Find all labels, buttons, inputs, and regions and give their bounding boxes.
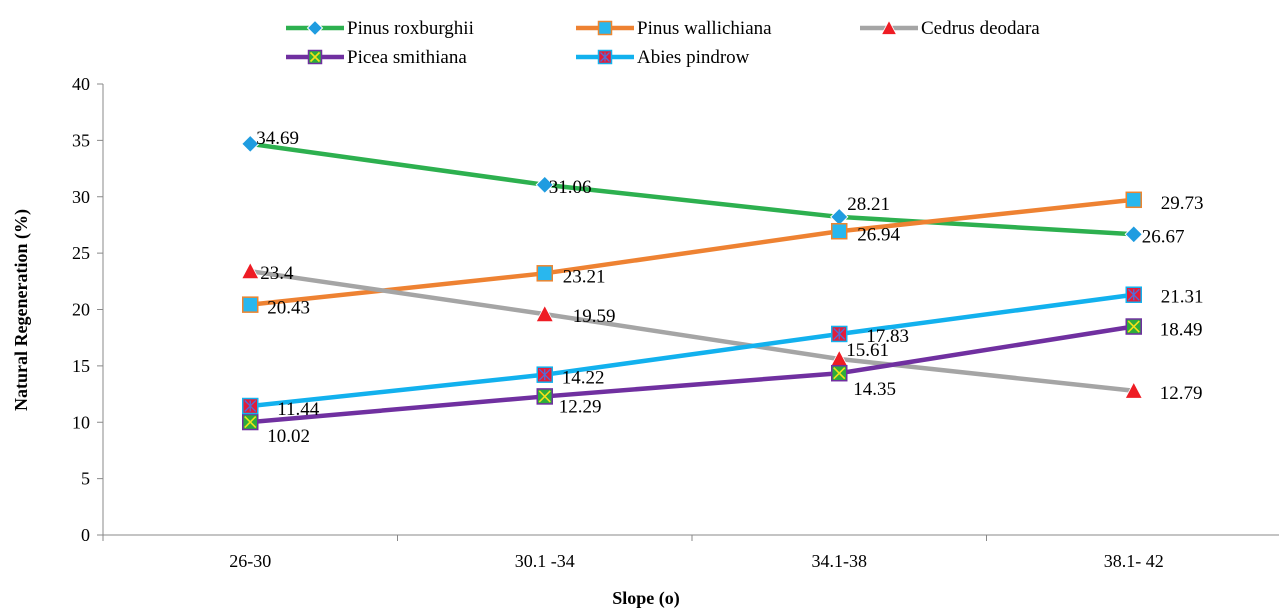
data-label-pinus-roxburghii: 31.06	[549, 177, 592, 198]
legend-item-pinus-wallichiana: Pinus wallichiana	[576, 18, 772, 39]
y-tick-label: 15	[72, 356, 90, 376]
series-line-pinus-wallichiana	[250, 197, 1134, 307]
marker-pinus-roxburghii	[535, 175, 554, 195]
data-label-abies-pindrow: 11.44	[277, 399, 320, 420]
data-labels: 34.69 31.06 28.21 26.67 20.43 23.21 26.94 29.73…	[256, 128, 1203, 447]
marker-abies-pindrow	[831, 325, 848, 343]
marker-cedrus-deodara	[1124, 381, 1143, 399]
data-label-cedrus-deodara: 19.59	[573, 306, 616, 327]
data-label-abies-pindrow: 14.22	[562, 368, 605, 389]
data-label-picea-smithiana: 14.35	[853, 379, 896, 400]
marker-pinus-wallichiana	[242, 296, 259, 313]
marker-picea-smithiana	[536, 388, 553, 405]
y-tick-label: 35	[72, 130, 90, 150]
x-tick-label: 26-30	[229, 551, 271, 571]
marker-cedrus-deodara	[241, 261, 260, 280]
y-tick-label: 5	[81, 469, 90, 489]
legend-marker	[307, 49, 323, 65]
legend-marker	[306, 19, 324, 37]
legend-label: Pinus roxburghii	[347, 18, 474, 39]
y-tick-label: 25	[72, 243, 90, 263]
marker-pinus-wallichiana	[831, 223, 848, 240]
marker-picea-smithiana	[1125, 318, 1142, 335]
series-line-pinus-roxburghii	[249, 141, 1134, 237]
x-tick-label: 34.1-38	[812, 551, 868, 571]
legend-marker	[597, 49, 613, 65]
marker-abies-pindrow	[242, 397, 259, 415]
marker-pinus-roxburghii	[830, 207, 849, 227]
series-line-cedrus-deodara	[249, 268, 1134, 394]
legend-label: Pinus wallichiana	[637, 18, 772, 39]
y-tick-label: 30	[72, 187, 90, 207]
marker-abies-pindrow	[536, 366, 553, 383]
marker-pinus-wallichiana	[536, 265, 553, 282]
series-markers	[241, 134, 1143, 431]
marker-pinus-roxburghii	[241, 134, 260, 154]
legend-item-abies-pindrow: Abies pindrow	[576, 47, 750, 68]
data-label-pinus-wallichiana: 20.43	[267, 298, 310, 319]
legend-marker	[880, 19, 898, 35]
data-label-cedrus-deodara: 12.79	[1160, 383, 1203, 404]
legend-item-picea-smithiana: Picea smithiana	[286, 47, 467, 68]
series-lines	[249, 141, 1135, 425]
legend-label: Cedrus deodara	[921, 18, 1040, 39]
data-label-pinus-roxburghii: 28.21	[847, 194, 890, 215]
data-label-abies-pindrow: 17.83	[866, 326, 909, 347]
data-label-pinus-wallichiana: 23.21	[563, 266, 606, 287]
data-label-picea-smithiana: 12.29	[559, 396, 602, 417]
legend-label: Abies pindrow	[637, 47, 750, 68]
x-tick-label: 30.1 -34	[515, 551, 575, 571]
marker-picea-smithiana	[242, 413, 259, 431]
legend: Pinus roxburghii Pinus wallichiana Cedrus …	[286, 18, 1040, 68]
data-label-pinus-wallichiana: 26.94	[857, 224, 900, 245]
y-axis-ticks: 0 5 10 15 20 25 30 35 40	[72, 74, 103, 545]
data-label-pinus-roxburghii: 34.69	[256, 128, 299, 149]
legend-marker	[597, 20, 613, 36]
marker-abies-pindrow	[1125, 286, 1142, 303]
y-tick-label: 40	[72, 74, 90, 94]
series-line-picea-smithiana	[250, 324, 1135, 425]
x-axis-ticks: 26-30 30.1 -34 34.1-38 38.1- 42	[102, 535, 1164, 571]
x-tick-label: 38.1- 42	[1104, 551, 1164, 571]
series-line-abies-pindrow	[250, 292, 1135, 409]
marker-picea-smithiana	[831, 364, 848, 382]
marker-pinus-roxburghii	[1124, 225, 1143, 244]
legend-label: Picea smithiana	[347, 47, 467, 68]
data-label-picea-smithiana: 18.49	[1160, 320, 1203, 341]
data-label-cedrus-deodara: 15.61	[846, 340, 889, 361]
y-tick-label: 20	[72, 300, 90, 320]
legend-item-cedrus-deodara: Cedrus deodara	[860, 18, 1040, 39]
data-label-cedrus-deodara: 23.4	[260, 263, 294, 284]
legend-item-pinus-roxburghii: Pinus roxburghii	[286, 18, 474, 39]
marker-cedrus-deodara	[535, 304, 554, 323]
data-label-abies-pindrow: 21.31	[1161, 287, 1204, 308]
y-axis-title: Natural Regeneration (%)	[11, 209, 32, 411]
y-tick-label: 10	[72, 412, 90, 432]
data-label-picea-smithiana: 10.02	[267, 426, 310, 447]
y-tick-label: 0	[81, 525, 90, 545]
data-label-pinus-roxburghii: 26.67	[1142, 226, 1185, 247]
marker-pinus-wallichiana	[1125, 191, 1142, 209]
x-axis-title: Slope (o)	[612, 588, 680, 608]
data-label-pinus-wallichiana: 29.73	[1161, 193, 1204, 214]
